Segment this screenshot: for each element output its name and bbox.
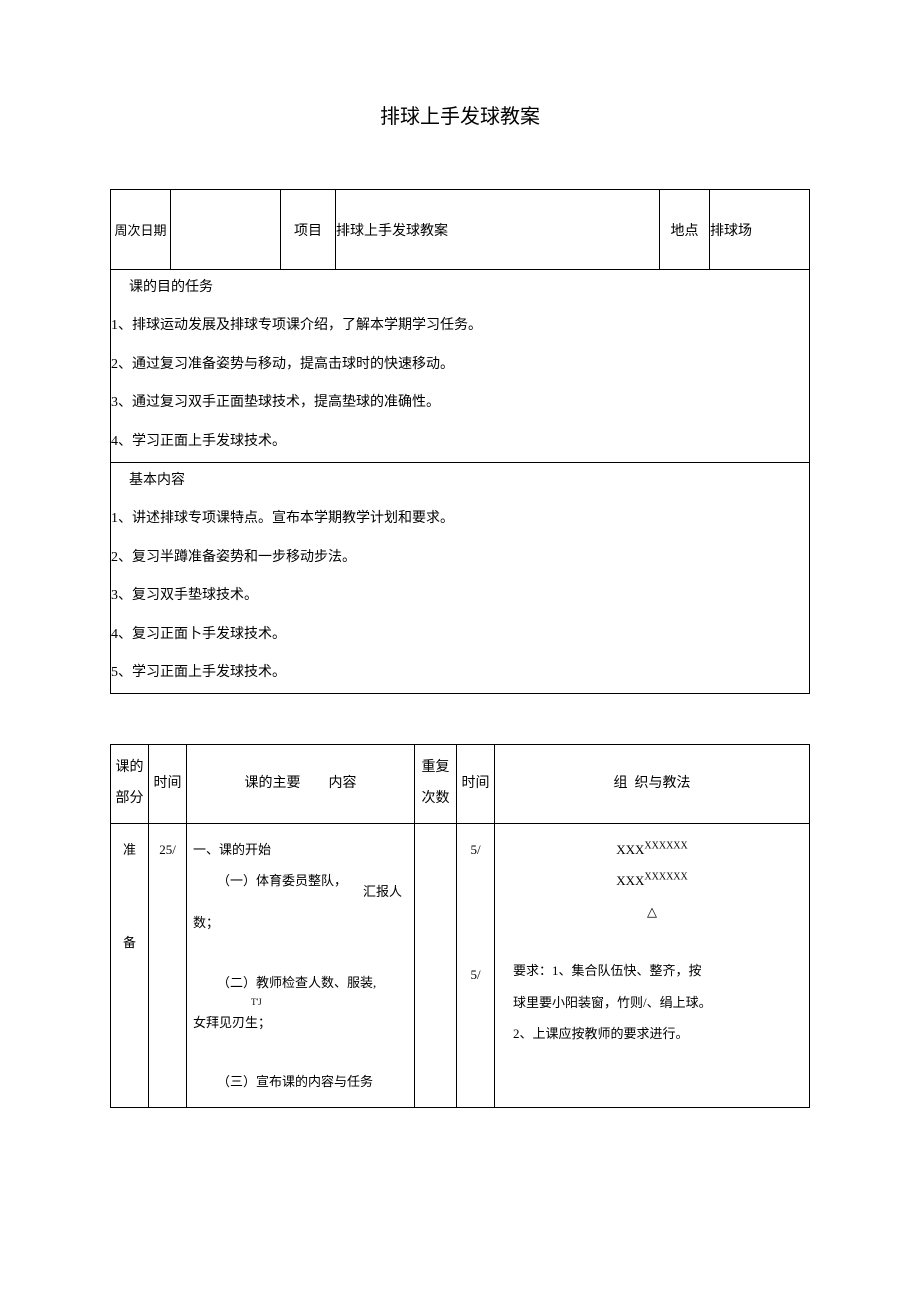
header-method-b: 织与教法 <box>635 776 691 791</box>
header-reps: 重复次数 <box>415 745 457 824</box>
content-line-4: （二）教师检查人数、服装, <box>193 967 408 998</box>
formation-2b: XXXXXX <box>644 872 687 883</box>
content-item: 3、复习双手垫球技术。 <box>111 578 809 614</box>
objectives-row: 课的目的任务 1、排球运动发展及排球专项课介绍，了解本学期学习任务。 2、通过复… <box>111 270 810 463</box>
content-item: 4、复习正面卜手发球技术。 <box>111 617 809 653</box>
method-cell: XXXXXXXXX XXXXXXXXX △ 要求：1、集合队伍快、整齐，按 球里… <box>495 823 810 1107</box>
content-line-1: 一、课的开始 <box>193 842 271 857</box>
objectives-heading: 课的目的任务 <box>111 270 809 306</box>
requirement-1: 要求：1、集合队伍快、整齐，按 <box>501 955 803 986</box>
time2-a: 5/ <box>470 842 480 857</box>
header-method: 组 织与教法 <box>495 745 810 824</box>
formation-1a: XXX <box>616 842 644 857</box>
lesson-header-row: 课的部分 时间 课的主要 内容 重复次数 时间 组 织与教法 <box>111 745 810 824</box>
content-line-2a: （一）体育委员整队， <box>217 873 347 888</box>
project-label: 项目 <box>281 190 336 270</box>
content-heading: 基本内容 <box>111 463 809 499</box>
content-cell: 基本内容 1、讲述排球专项课特点。宣布本学期教学计划和要求。 2、复习半蹲准备姿… <box>111 462 810 693</box>
place-value: 排球场 <box>710 190 810 270</box>
header-part: 课的部分 <box>111 745 149 824</box>
time2-cell: 5/ 5/ <box>457 823 495 1107</box>
content-item: 1、讲述排球专项课特点。宣布本学期教学计划和要求。 <box>111 501 809 537</box>
objective-item: 1、排球运动发展及排球专项课介绍，了解本学期学习任务。 <box>111 308 809 344</box>
content-line-6: （三）宣布课的内容与任务 <box>193 1066 408 1097</box>
header-content-b: 内容 <box>329 776 357 791</box>
content-line-3: 数； <box>193 915 219 930</box>
part-cell: 准备 <box>111 823 149 1107</box>
time2-b: 5/ <box>470 967 480 982</box>
info-header-row: 周次日期 项目 排球上手发球教案 地点 排球场 <box>111 190 810 270</box>
requirement-2: 球里要小阳装窗，竹则/、绢上球。 <box>501 987 803 1018</box>
time-cell: 25/ <box>149 823 187 1107</box>
weekday-value <box>171 190 281 270</box>
lesson-body-row: 准备 25/ 一、课的开始 （一）体育委员整队， 汇报人 数； （二）教师检查人… <box>111 823 810 1107</box>
header-content: 课的主要 内容 <box>187 745 415 824</box>
objective-item: 2、通过复习准备姿势与移动，提高击球时的快速移动。 <box>111 347 809 383</box>
header-content-a: 课的主要 <box>245 776 301 791</box>
content-item: 2、复习半蹲准备姿势和一步移动步法。 <box>111 540 809 576</box>
requirement-3: 2、上课应按教师的要求进行。 <box>501 1018 803 1049</box>
objectives-cell: 课的目的任务 1、排球运动发展及排球专项课介绍，了解本学期学习任务。 2、通过复… <box>111 270 810 463</box>
weekday-label: 周次日期 <box>111 190 171 270</box>
header-time: 时间 <box>149 745 187 824</box>
formation-line-2: XXXXXXXXX <box>501 865 803 896</box>
formation-1b: XXXXXX <box>644 841 687 852</box>
place-label: 地点 <box>660 190 710 270</box>
objective-item: 4、学习正面上手发球技术。 <box>111 424 809 460</box>
header-method-a: 组 <box>614 776 628 791</box>
formation-2a: XXX <box>616 873 644 888</box>
objective-item: 3、通过复习双手正面垫球技术，提高垫球的准确性。 <box>111 385 809 421</box>
lesson-content-cell: 一、课的开始 （一）体育委员整队， 汇报人 数； （二）教师检查人数、服装, T… <box>187 823 415 1107</box>
header-time2: 时间 <box>457 745 495 824</box>
formation-line-1: XXXXXXXXX <box>501 834 803 865</box>
project-value: 排球上手发球教案 <box>336 190 660 270</box>
page-title: 排球上手发球教案 <box>110 100 810 129</box>
content-item: 5、学习正面上手发球技术。 <box>111 655 809 691</box>
content-row: 基本内容 1、讲述排球专项课特点。宣布本学期教学计划和要求。 2、复习半蹲准备姿… <box>111 462 810 693</box>
formation-line-3: △ <box>501 896 803 927</box>
content-line-5: 女拜见刃生； <box>193 1015 271 1030</box>
info-table: 周次日期 项目 排球上手发球教案 地点 排球场 课的目的任务 1、排球运动发展及… <box>110 189 810 694</box>
reps-cell <box>415 823 457 1107</box>
lesson-table: 课的部分 时间 课的主要 内容 重复次数 时间 组 织与教法 准备 25/ 一、… <box>110 744 810 1108</box>
